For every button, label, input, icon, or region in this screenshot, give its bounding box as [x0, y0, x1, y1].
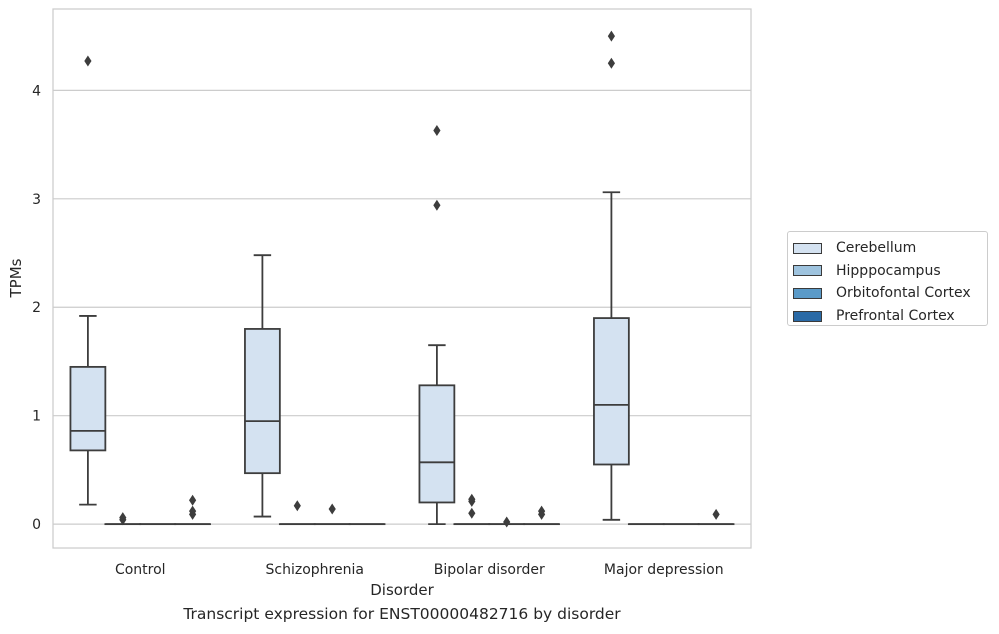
legend-item-orbitofrontal-cortex: Orbitofontal Cortex	[793, 282, 987, 305]
x-tick-labels: Control Schizophrenia Bipolar disorder Majo…	[115, 562, 724, 578]
x-tick-label: Bipolar disorder	[434, 562, 545, 578]
legend-label: Prefrontal Cortex	[836, 308, 955, 325]
box-orbitofontal-cortex	[488, 516, 526, 528]
outlier-point	[607, 30, 615, 42]
outlier-point	[503, 516, 511, 528]
outlier-point	[84, 55, 92, 67]
legend-item-hippocampus: Hipppocampus	[793, 260, 987, 283]
y-tick-label: 3	[32, 192, 41, 208]
y-tick-labels: 0 1 2 3 4	[32, 83, 41, 533]
box-cerebellum	[418, 124, 456, 526]
outlier-point	[538, 505, 546, 517]
legend-swatch	[793, 310, 822, 322]
box-hipppocampus	[104, 512, 142, 526]
box-hipppocampus	[278, 500, 316, 526]
outlier-point	[189, 494, 197, 506]
outlier-point	[119, 512, 127, 524]
legend-item-prefrontal-cortex: Prefrontal Cortex	[793, 305, 987, 328]
outlier-point	[433, 124, 441, 136]
outlier-point	[712, 508, 720, 520]
outlier-point	[293, 500, 301, 512]
chart-title: Transcript expression for ENST0000048271…	[183, 605, 621, 623]
box-orbitofontal-cortex	[313, 503, 351, 526]
legend-swatch	[793, 242, 822, 254]
y-axis-label: TPMs	[7, 258, 25, 298]
x-tick-label: Schizophrenia	[266, 562, 364, 578]
box-cerebellum	[244, 254, 281, 518]
legend-label: Cerebellum	[836, 240, 917, 257]
plot-frame	[52, 8, 752, 549]
x-tick-label: Major depression	[604, 562, 724, 578]
grid-layer	[53, 89, 751, 525]
outlier-point	[189, 505, 197, 517]
x-tick-label: Control	[115, 562, 166, 578]
outlier-point	[468, 493, 476, 505]
box-prefrontal-cortex	[174, 494, 211, 526]
legend: Cerebellum Hipppocampus Orbitofontal Cor…	[787, 231, 988, 326]
x-axis-label: Disorder	[370, 581, 434, 599]
outlier-point	[468, 507, 476, 519]
box-iqr	[244, 328, 281, 475]
box-iqr	[418, 384, 456, 504]
box-cerebellum	[69, 55, 107, 506]
box-iqr	[593, 317, 630, 466]
legend-label: Hipppocampus	[836, 262, 941, 279]
legend-swatch	[793, 265, 822, 277]
y-tick-label: 0	[32, 517, 41, 533]
box-prefrontal-cortex	[697, 508, 735, 526]
y-tick-label: 4	[32, 83, 41, 99]
outlier-point	[607, 57, 615, 69]
y-tick-label: 1	[32, 409, 41, 425]
box-layer	[69, 30, 735, 528]
outlier-point	[328, 503, 336, 515]
box-hipppocampus	[453, 493, 491, 526]
y-tick-label: 2	[32, 300, 41, 316]
legend-item-cerebellum: Cerebellum	[793, 237, 987, 260]
box-cerebellum	[593, 30, 630, 521]
box-iqr	[69, 365, 107, 452]
box-prefrontal-cortex	[523, 505, 560, 526]
legend-swatch	[793, 287, 822, 299]
outlier-point	[433, 199, 441, 211]
legend-label: Orbitofontal Cortex	[836, 285, 971, 302]
